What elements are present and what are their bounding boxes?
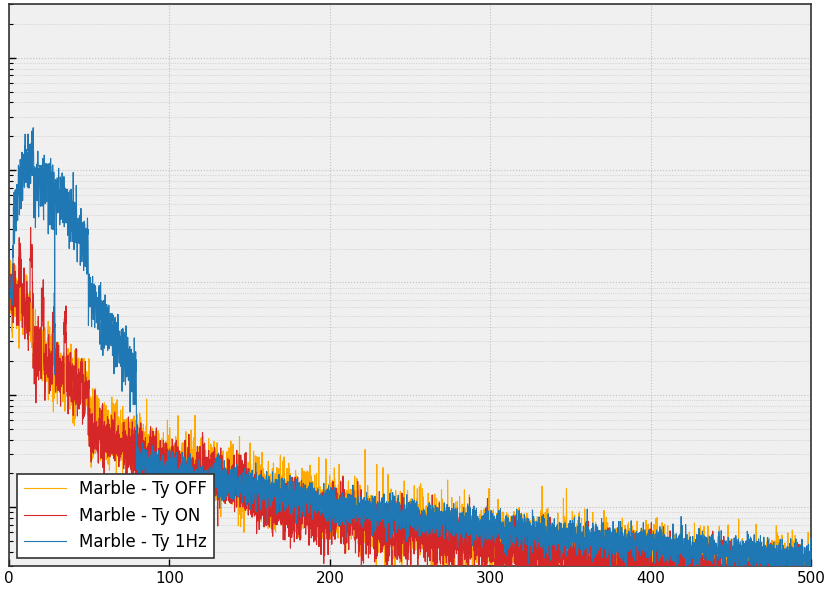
Marble - Ty ON: [807, 568, 817, 575]
Marble - Ty OFF: [151, 478, 161, 485]
Marble - Ty ON: [664, 571, 674, 578]
Line: Marble - Ty OFF: Marble - Ty OFF: [11, 260, 812, 590]
Marble - Ty 1Hz: [798, 579, 808, 586]
Marble - Ty 1Hz: [486, 507, 496, 514]
Marble - Ty 1Hz: [664, 551, 674, 558]
Marble - Ty OFF: [311, 470, 321, 477]
Marble - Ty 1Hz: [603, 546, 613, 553]
Marble - Ty ON: [486, 533, 496, 540]
Marble - Ty ON: [26, 224, 36, 231]
Marble - Ty ON: [603, 532, 613, 539]
Marble - Ty 1Hz: [807, 573, 817, 581]
Marble - Ty 1Hz: [526, 530, 536, 537]
Marble - Ty 1Hz: [6, 291, 16, 299]
Marble - Ty OFF: [603, 530, 613, 537]
Marble - Ty OFF: [526, 549, 536, 556]
Marble - Ty ON: [526, 550, 536, 558]
Marble - Ty ON: [6, 291, 16, 299]
Marble - Ty 1Hz: [28, 124, 38, 132]
Marble - Ty ON: [312, 520, 322, 527]
Marble - Ty 1Hz: [151, 459, 161, 466]
Marble - Ty OFF: [6, 257, 16, 264]
Legend: Marble - Ty OFF, Marble - Ty ON, Marble - Ty 1Hz: Marble - Ty OFF, Marble - Ty ON, Marble …: [17, 474, 213, 558]
Line: Marble - Ty ON: Marble - Ty ON: [11, 227, 812, 590]
Marble - Ty OFF: [664, 544, 674, 551]
Marble - Ty 1Hz: [312, 496, 322, 503]
Line: Marble - Ty 1Hz: Marble - Ty 1Hz: [11, 128, 812, 582]
Marble - Ty ON: [151, 432, 161, 440]
Marble - Ty OFF: [486, 552, 496, 559]
